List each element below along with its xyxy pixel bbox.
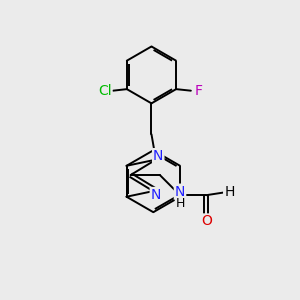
Text: Cl: Cl xyxy=(98,84,112,98)
Text: N: N xyxy=(175,184,185,199)
Text: F: F xyxy=(195,84,203,98)
Text: H: H xyxy=(224,185,235,199)
Text: N: N xyxy=(151,188,161,202)
Text: O: O xyxy=(201,214,212,229)
Text: N: N xyxy=(153,149,164,163)
Text: H: H xyxy=(175,197,185,210)
